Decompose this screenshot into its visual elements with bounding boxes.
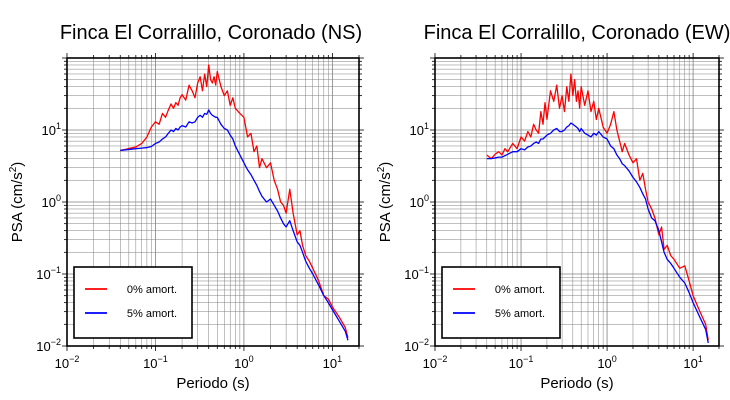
legend-label: 5% amort. [127,308,177,320]
chart-title: Finca El Corralillo, Coronado (EW) [424,22,730,44]
x-tick-label: 101 [323,354,342,371]
y-tick-label: 100 [42,193,61,210]
x-tick-label: 10−2 [55,354,80,371]
series-line-5pct [120,109,349,341]
x-tick-label: 10−1 [143,354,168,371]
x-tick-label: 10−2 [423,354,448,371]
x-axis-label: Periodo (s) [176,375,249,392]
legend-box [73,266,193,339]
legend: 0% amort. 5% amort. [441,266,561,339]
y-axis-label: PSA (cm/s2) [8,162,26,243]
legend-label: 0% amort. [127,284,177,296]
x-axis-label: Periodo (s) [540,375,613,392]
legend: 0% amort. 5% amort. [73,266,193,339]
grid [67,58,359,346]
y-tick-label: 10−1 [36,265,61,282]
plot-frame [434,57,720,347]
y-tick-label: 10−1 [404,265,429,282]
chart-panel-2: Finca El Corralillo, Coronado (EW)10−2 10… [376,22,730,392]
y-tick-label: 101 [42,121,61,138]
plot-frame [66,57,360,347]
y-tick-label: 10−2 [36,337,61,354]
series-line-5pct [486,122,709,344]
x-tick-label: 100 [597,354,616,371]
x-tick-label: 100 [234,354,253,371]
y-tick-label: 10−2 [404,337,429,354]
chart-panel-1: Finca El Corralillo, Coronado (NS)10−2 10… [8,22,364,392]
legend-label: 5% amort. [495,308,545,320]
x-tick-label: 10−1 [509,354,534,371]
legend-box [441,266,561,339]
chart-title: Finca El Corralillo, Coronado (NS) [60,22,362,44]
x-tick-label: 101 [683,354,702,371]
grid [435,58,719,346]
y-tick-label: 100 [410,193,429,210]
series-line-0pct [120,64,349,338]
y-axis-label: PSA (cm/s2) [376,162,394,243]
legend-label: 0% amort. [495,284,545,296]
y-tick-label: 101 [410,121,429,138]
